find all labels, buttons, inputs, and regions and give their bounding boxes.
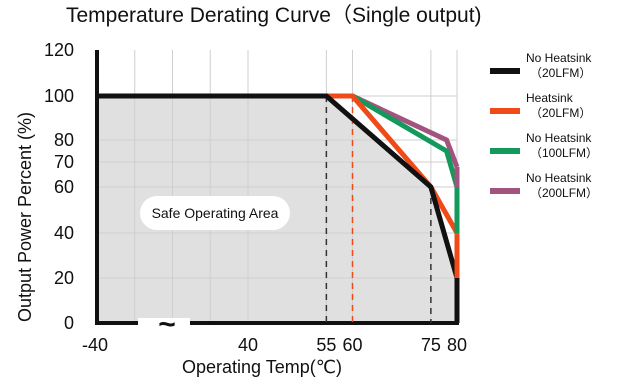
safe-area-label: Safe Operating Area — [152, 205, 279, 221]
legend-sublabel-3: （100LFM） — [530, 146, 598, 160]
x-tick-label: 75 — [421, 335, 441, 355]
x-axis-break-symbol: ~ — [158, 308, 176, 341]
x-tick-label: 80 — [447, 335, 467, 355]
x-tick-label: 60 — [342, 335, 362, 355]
series-line-3 — [351, 93, 460, 188]
safe-area-label-bg — [140, 196, 290, 230]
y-tick-label: 0 — [64, 313, 74, 333]
y-tick-label: 40 — [54, 223, 74, 243]
series-line-2 — [326, 93, 460, 235]
legend-label-3: No Heatsink — [526, 131, 592, 145]
x-axis-break-gap — [138, 318, 190, 328]
x-tick-label: 55 — [316, 335, 336, 355]
legend-label-1: No Heatsink — [526, 51, 592, 65]
legend-label-4: No Heatsink — [526, 171, 592, 185]
series-line-1 — [97, 93, 460, 279]
y-tick-label: 20 — [54, 268, 74, 288]
chart-title: Temperature Derating Curve（Single output… — [66, 4, 482, 27]
y-tick-label: 60 — [54, 177, 74, 197]
legend-sublabel-1: （20LFM） — [530, 66, 591, 80]
x-tick-label: 40 — [238, 335, 258, 355]
series-line-4 — [351, 93, 460, 168]
legend-sublabel-4: （200LFM） — [530, 186, 598, 200]
y-tick-label: 70 — [54, 152, 74, 172]
x-axis-label: Operating Temp(℃) — [182, 357, 342, 377]
legend-sublabel-2: （20LFM） — [530, 106, 591, 120]
y-tick-label: 80 — [54, 130, 74, 150]
y-tick-label: 120 — [44, 40, 74, 60]
plot-area: ~Safe Operating Area02040607080100120-40… — [44, 40, 467, 355]
y-axis-label: Output Power Percent (%) — [15, 112, 35, 322]
y-tick-label: 100 — [44, 86, 74, 106]
legend: No Heatsink（20LFM）Heatsink（20LFM）No Heat… — [490, 51, 598, 200]
legend-label-2: Heatsink — [526, 91, 574, 105]
x-tick-label: -40 — [82, 335, 108, 355]
